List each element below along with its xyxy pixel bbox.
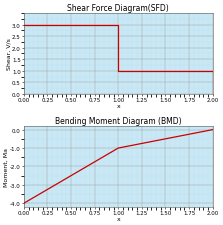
Title: Shear Force Diagram(SFD): Shear Force Diagram(SFD) [67, 4, 169, 13]
Y-axis label: Shear, V/s: Shear, V/s [6, 38, 11, 70]
Y-axis label: Moment, Ma: Moment, Ma [4, 147, 9, 186]
X-axis label: x: x [116, 216, 120, 221]
Title: Bending Moment Diagram (BMD): Bending Moment Diagram (BMD) [55, 117, 182, 126]
X-axis label: x: x [116, 103, 120, 108]
